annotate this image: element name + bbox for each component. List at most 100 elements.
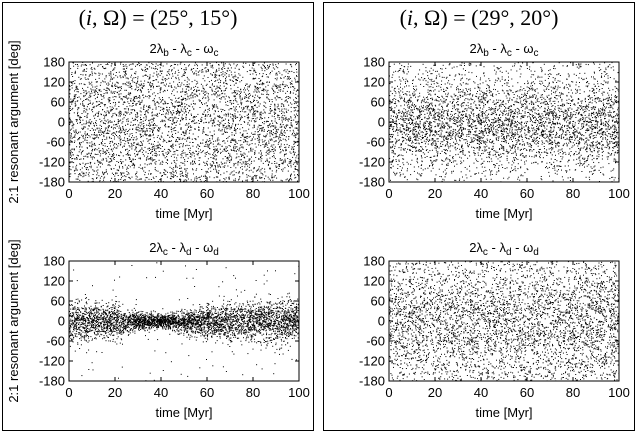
scatter-point bbox=[183, 84, 185, 86]
scatter-point bbox=[85, 120, 87, 122]
scatter-point bbox=[295, 64, 297, 66]
scatter-point bbox=[100, 162, 102, 164]
scatter-point bbox=[578, 143, 580, 145]
scatter-point bbox=[450, 86, 452, 88]
scatter-point bbox=[274, 109, 276, 111]
scatter-point bbox=[162, 175, 163, 176]
scatter-point bbox=[91, 158, 93, 160]
scatter-point bbox=[96, 127, 98, 129]
scatter-point bbox=[552, 112, 554, 114]
scatter-point bbox=[246, 176, 248, 178]
scatter-point bbox=[511, 78, 513, 80]
scatter-point bbox=[224, 150, 226, 152]
scatter-point bbox=[159, 163, 161, 165]
scatter-point bbox=[103, 179, 104, 181]
scatter-point bbox=[200, 142, 202, 144]
scatter-point bbox=[402, 119, 404, 121]
scatter-point bbox=[578, 148, 579, 149]
scatter-point bbox=[135, 114, 136, 116]
scatter-point bbox=[258, 166, 260, 168]
scatter-point bbox=[241, 115, 243, 117]
scatter-point bbox=[294, 87, 296, 89]
scatter-point bbox=[508, 110, 510, 112]
scatter-point bbox=[242, 180, 243, 182]
y-tick-label: -120 bbox=[39, 155, 65, 170]
scatter-point bbox=[125, 128, 127, 130]
scatter-point bbox=[213, 120, 215, 122]
scatter-point bbox=[288, 77, 290, 79]
scatter-point bbox=[237, 103, 239, 105]
scatter-point bbox=[137, 115, 139, 117]
scatter-point bbox=[153, 114, 155, 116]
scatter-point bbox=[132, 164, 134, 166]
scatter-point bbox=[179, 178, 181, 180]
scatter-point bbox=[391, 108, 393, 110]
scatter-point bbox=[520, 100, 522, 102]
scatter-point bbox=[102, 80, 104, 82]
scatter-point bbox=[89, 119, 91, 121]
scatter-point bbox=[86, 117, 88, 119]
scatter-point bbox=[291, 173, 292, 175]
scatter-point bbox=[128, 97, 130, 99]
scatter-point bbox=[224, 118, 226, 120]
scatter-point bbox=[84, 95, 86, 97]
scatter-point bbox=[99, 90, 100, 92]
scatter-point bbox=[133, 77, 135, 79]
scatter-point bbox=[181, 167, 182, 169]
scatter-point bbox=[269, 123, 271, 125]
scatter-point bbox=[269, 138, 271, 140]
scatter-point bbox=[293, 162, 295, 164]
scatter-point bbox=[135, 173, 136, 175]
scatter-point bbox=[88, 75, 90, 77]
scatter-point bbox=[268, 140, 270, 142]
scatter-point bbox=[291, 126, 293, 128]
scatter-point bbox=[170, 128, 172, 130]
scatter-point bbox=[176, 91, 178, 93]
scatter-point bbox=[286, 96, 288, 98]
scatter-point bbox=[112, 92, 114, 94]
scatter-point bbox=[240, 91, 242, 93]
scatter-point bbox=[70, 155, 72, 157]
scatter-point bbox=[213, 119, 214, 121]
scatter-point bbox=[256, 137, 258, 139]
scatter-point bbox=[286, 78, 288, 80]
scatter-point bbox=[209, 139, 211, 141]
scatter-point bbox=[169, 136, 171, 138]
scatter-point bbox=[191, 68, 193, 70]
scatter-point bbox=[141, 86, 143, 88]
scatter-point bbox=[196, 146, 198, 148]
scatter-point bbox=[256, 111, 258, 113]
scatter-point bbox=[234, 113, 236, 115]
scatter-point bbox=[297, 140, 299, 142]
scatter-point bbox=[175, 149, 177, 151]
scatter-point bbox=[85, 64, 87, 66]
scatter-point bbox=[233, 84, 235, 86]
scatter-point bbox=[203, 145, 205, 147]
scatter-point bbox=[79, 118, 80, 120]
scatter-point bbox=[470, 118, 472, 120]
scatter-point bbox=[167, 152, 169, 154]
scatter-point bbox=[271, 101, 273, 103]
scatter-point bbox=[110, 110, 112, 112]
scatter-point bbox=[211, 84, 213, 86]
scatter-point bbox=[131, 80, 133, 81]
scatter-point bbox=[232, 150, 234, 151]
scatter-point bbox=[250, 162, 252, 164]
scatter-point bbox=[215, 76, 216, 78]
scatter-point bbox=[594, 116, 596, 118]
scatter-point bbox=[91, 84, 93, 86]
scatter-point bbox=[180, 99, 182, 101]
scatter-point bbox=[76, 157, 78, 159]
scatter-point bbox=[167, 89, 168, 91]
scatter-point bbox=[256, 91, 258, 93]
scatter-point bbox=[279, 134, 281, 136]
scatter-point bbox=[101, 131, 103, 133]
scatter-point bbox=[276, 72, 278, 74]
scatter-point bbox=[207, 71, 209, 72]
scatter-point bbox=[152, 176, 154, 178]
scatter-point bbox=[186, 93, 188, 95]
scatter-point bbox=[124, 89, 126, 91]
scatter-point bbox=[115, 131, 117, 133]
scatter-point bbox=[79, 137, 81, 138]
scatter-point bbox=[210, 66, 212, 68]
